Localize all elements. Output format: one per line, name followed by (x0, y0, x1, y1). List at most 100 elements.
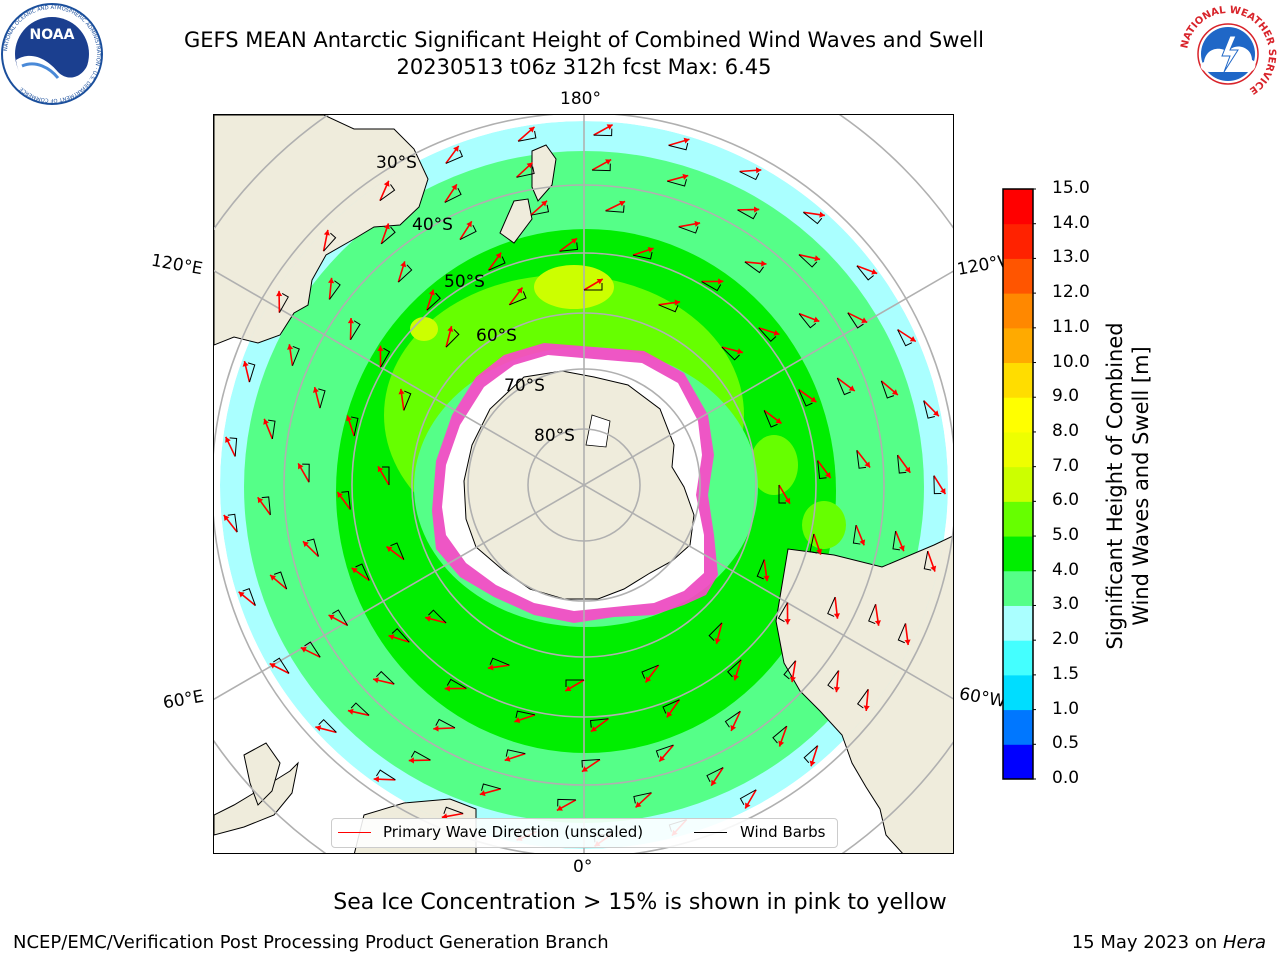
wind-barb (678, 226, 699, 234)
wind-barb (778, 485, 786, 504)
wind-barb (809, 533, 818, 554)
wave-arrowhead (386, 546, 393, 553)
wind-barb (584, 283, 603, 291)
wind-barb (391, 628, 410, 643)
wave-arrowhead (312, 387, 319, 393)
wind-barb (593, 128, 613, 137)
wave-arrowhead (940, 488, 946, 495)
wind-barb (592, 163, 611, 172)
wave-arrowhead (223, 515, 230, 522)
wave-arrowhead (755, 167, 762, 174)
wind-barb (744, 261, 764, 274)
wind-barb (426, 292, 441, 311)
lon-label-60e: 60°E (161, 686, 206, 714)
wave-arrowhead (441, 813, 448, 820)
wind-barb (355, 563, 370, 581)
colorbar-segment (1003, 536, 1033, 572)
wave-arrowhead (863, 705, 870, 711)
wind-barb (803, 211, 823, 225)
colorbar-segment (1003, 570, 1033, 606)
wave-arrowhead (814, 255, 821, 262)
wave-arrowhead (809, 760, 816, 767)
footer-host: Hera (1222, 932, 1266, 953)
colorbar-segment (1003, 223, 1033, 259)
wind-barb (758, 327, 777, 342)
wind-barb (516, 166, 535, 178)
wave-arrowhead (745, 802, 751, 809)
wave-arrowhead (571, 238, 578, 244)
wind-barb (852, 525, 861, 545)
wind-barb (273, 657, 290, 674)
wave-arrowhead (242, 361, 249, 367)
wind-barb (589, 718, 609, 728)
colorbar-tick-label: 8.0 (1052, 420, 1080, 441)
wave-arrowhead (773, 329, 780, 336)
sea-ice-note: Sea Ice Concentration > 15% is shown in … (333, 890, 947, 915)
wave-arrowhead (257, 497, 264, 504)
wave-arrowhead (930, 565, 937, 572)
wind-barb (350, 416, 359, 437)
colorbar-tick-label: 1.5 (1052, 663, 1080, 684)
wind-barb (772, 725, 788, 744)
wave-arrowhead (428, 289, 435, 296)
wind-barb (897, 623, 906, 644)
wind-barb (530, 204, 550, 216)
wave-arrowhead (861, 317, 868, 323)
wave-arrowhead (666, 711, 673, 718)
colorbar-label: Significant Height of Combined Wind Wave… (1102, 276, 1154, 696)
wave-arrowhead (453, 145, 459, 152)
wave-arrowhead (556, 805, 563, 811)
colorbar-segment (1003, 466, 1033, 502)
wave-arrowhead (345, 415, 352, 422)
wave-arrowhead (388, 634, 395, 641)
colorbar-segment (1003, 501, 1033, 537)
colorbar-segment (1003, 293, 1033, 329)
wave-arrowhead (891, 389, 898, 395)
wind-barb (443, 806, 464, 815)
wave-arrowhead (373, 677, 379, 684)
colorbar-segment (1003, 397, 1033, 433)
wind-barb (515, 710, 536, 719)
wind-barb (737, 209, 758, 220)
wave-arrowhead (833, 613, 841, 619)
wave-arrowhead (733, 674, 740, 681)
wave-arrowhead (514, 717, 521, 724)
wind-barb (557, 798, 576, 807)
wave-arrowhead (659, 755, 666, 762)
colorbar-tick-label: 10.0 (1052, 351, 1090, 372)
wind-barb (247, 362, 256, 383)
wind-barb (291, 345, 300, 366)
wind-barb (435, 718, 456, 729)
wind-barb (227, 513, 238, 533)
wind-barb (798, 313, 817, 329)
wave-arrowhead (810, 396, 817, 403)
colorbar-segment (1003, 709, 1033, 745)
wave-arrowhead (298, 463, 304, 470)
wind-barb (459, 224, 477, 240)
wave-arrowhead (398, 388, 405, 395)
wave-arrowhead (565, 685, 572, 692)
graticule (214, 115, 953, 853)
wave-arrowhead (270, 575, 277, 581)
chart-subtitle: 20230513 t06z 312h fcst Max: 6.45 (396, 55, 772, 79)
noaa-logo: NOAA NATIONAL OCEANIC AND ATMOSPHERIC AD… (1, 3, 103, 105)
wind-barb (445, 329, 460, 348)
wave-arrowhead (874, 620, 881, 626)
wind-barb (632, 251, 653, 260)
wind-barb (783, 660, 796, 680)
colorbar-tick-label: 11.0 (1052, 316, 1090, 337)
wind-barb (721, 346, 740, 361)
wind-barb (897, 329, 913, 347)
wave-arrowhead (337, 491, 343, 498)
lon-label-120e: 120°E (149, 250, 205, 280)
wind-barb (817, 460, 827, 480)
colorbar-tick-label: 2.0 (1052, 629, 1080, 650)
colorbar-segment (1003, 362, 1033, 398)
wave-arrowhead (848, 385, 855, 391)
wave-arrowhead (383, 180, 390, 187)
wind-barb (318, 388, 326, 409)
wave-arrowhead (813, 316, 820, 323)
wave-arrowhead (347, 708, 354, 715)
colorbar-segment (1003, 744, 1033, 780)
wave-arrowhead (451, 184, 457, 191)
